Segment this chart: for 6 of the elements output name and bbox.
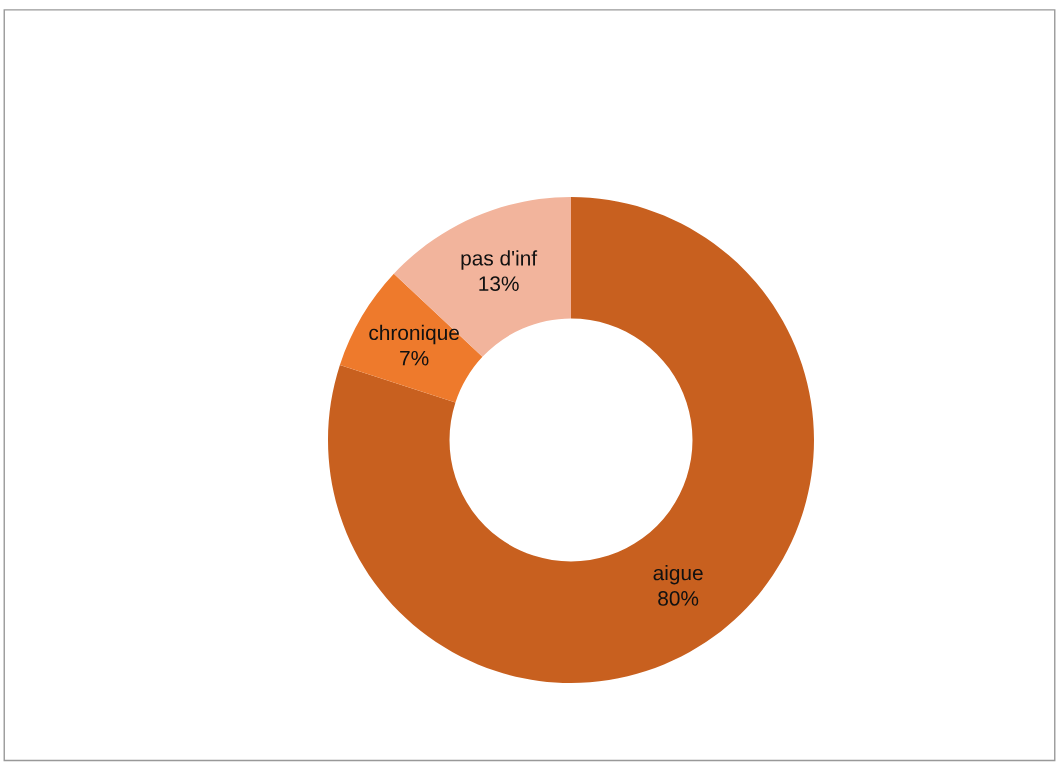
slice-label: chronique	[369, 324, 459, 345]
data-label: 7%	[400, 350, 429, 366]
slice-label: aigue	[653, 565, 703, 585]
data-label: 13%	[479, 276, 519, 292]
slice-label: pas d'inf	[461, 250, 538, 270]
data-label: 80%	[658, 591, 699, 606]
